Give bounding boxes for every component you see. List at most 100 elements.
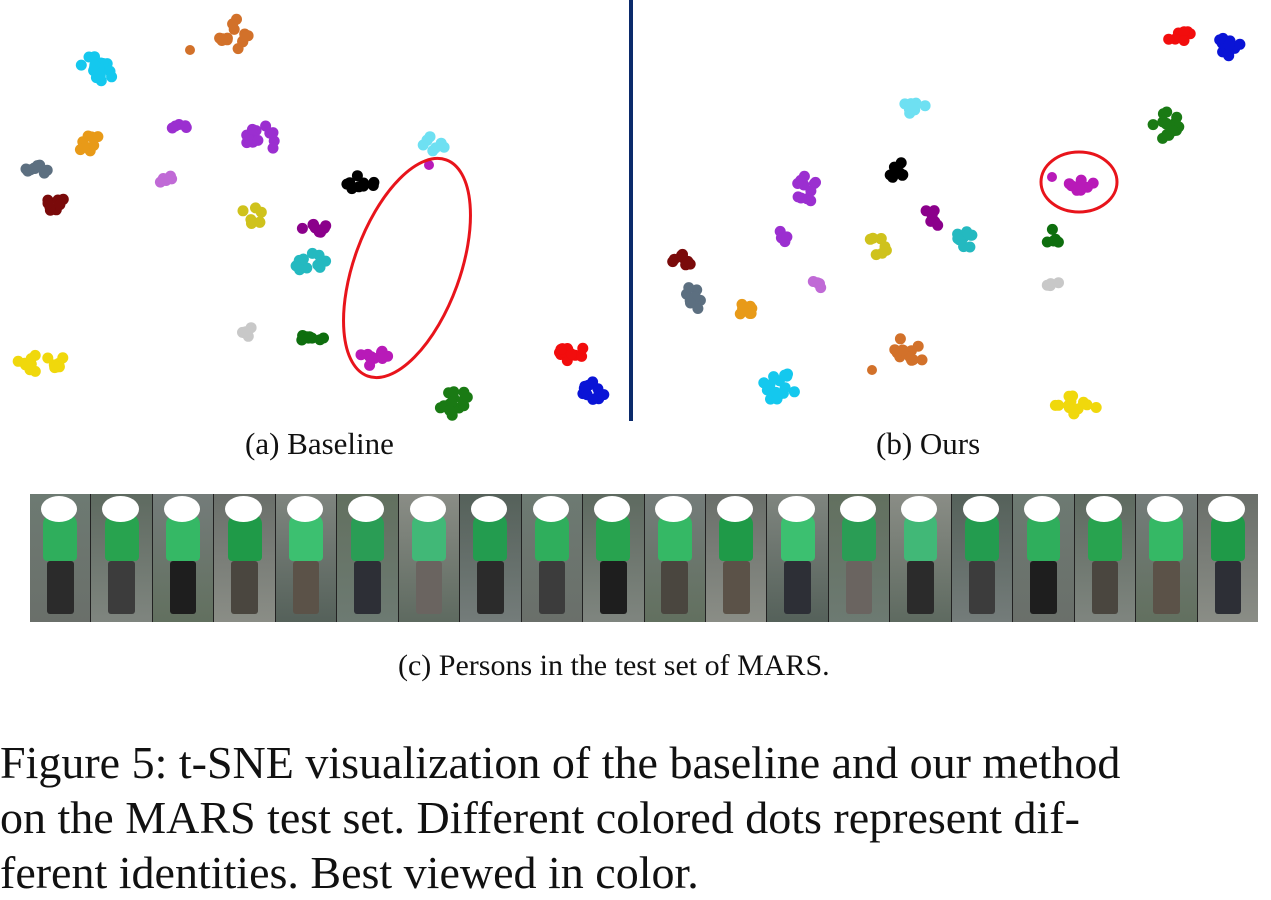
tsne-point: [421, 134, 433, 146]
tsne-point: [185, 45, 195, 55]
tsne-point: [57, 352, 69, 364]
face-mask: [778, 496, 815, 522]
tsne-point: [357, 180, 369, 192]
tsne-point: [1178, 26, 1190, 38]
tsne-point: [290, 260, 302, 272]
tsne-point: [367, 180, 379, 191]
tsne-point: [314, 334, 326, 346]
tsne-point: [315, 226, 327, 238]
tsne-point: [1161, 117, 1172, 129]
caption-baseline: (a) Baseline: [245, 426, 394, 461]
face-mask: [1024, 496, 1061, 522]
tsne-point: [814, 278, 825, 290]
tsne-point: [54, 199, 66, 211]
tsne-point: [895, 157, 907, 169]
person-thumbnail: [890, 494, 952, 622]
tsne-point: [38, 167, 50, 179]
baseline-clusters: [12, 13, 610, 421]
tsne-point: [867, 365, 877, 375]
figure-caption: Figure 5: t-SNE visualization of the bas…: [0, 735, 1271, 900]
tsne-point: [1167, 125, 1179, 137]
person-thumbnail: [1013, 494, 1075, 622]
tsne-point: [1049, 399, 1061, 411]
tsne-point: [53, 361, 65, 373]
tsne-point: [297, 253, 309, 265]
tsne-point: [260, 120, 272, 132]
tsne-point: [1163, 33, 1175, 45]
tsne-point: [682, 255, 694, 267]
tsne-point: [879, 241, 891, 253]
ours-clusters: [667, 26, 1246, 420]
tsne-point: [252, 134, 264, 146]
tsne-point: [104, 65, 116, 77]
face-mask: [1147, 496, 1184, 522]
face-mask: [40, 496, 78, 522]
tsne-point: [909, 101, 920, 113]
tsne-point: [25, 353, 37, 365]
tsne-point: [42, 197, 54, 209]
tsne-point: [781, 370, 793, 382]
tsne-point: [792, 178, 804, 189]
tsne-point: [781, 231, 793, 243]
tsne-point: [962, 229, 974, 241]
tsne-point: [598, 389, 610, 401]
tsne-point: [555, 343, 567, 355]
figure-caption-line: Figure 5: t-SNE visualization of the bas…: [0, 737, 1121, 788]
face-mask: [409, 496, 446, 522]
face-mask: [716, 496, 754, 522]
tsne-point: [267, 142, 279, 154]
face-mask: [962, 496, 999, 522]
person-thumbnail: [1074, 494, 1137, 622]
tsne-point: [768, 371, 780, 383]
tsne-point: [250, 202, 261, 214]
tsne-point: [667, 256, 679, 268]
tsne-point: [246, 218, 257, 229]
tsne-point: [312, 259, 324, 271]
tsne-point: [351, 170, 363, 182]
tsne-point: [867, 232, 879, 244]
person-thumbnail: [1197, 494, 1259, 622]
tsne-point: [916, 354, 928, 366]
tsne-point: [166, 122, 178, 134]
tsne-point: [587, 393, 599, 405]
tsne-point: [448, 386, 460, 398]
tsne-point: [75, 59, 87, 71]
tsne-point: [1075, 174, 1087, 186]
tsne-point: [227, 18, 239, 30]
tsne-point: [242, 30, 254, 42]
face-mask: [163, 496, 201, 522]
tsne-plots: [12, 0, 1246, 421]
person-thumbnail: [214, 494, 276, 622]
caption-persons: (c) Persons in the test set of MARS.: [398, 649, 830, 682]
tsne-point: [1048, 235, 1059, 247]
tsne-point: [296, 222, 308, 234]
figure-caption-line: ferent identities. Best viewed in color.: [0, 847, 699, 898]
tsne-point: [461, 391, 473, 403]
tsne-point: [1068, 408, 1080, 420]
tsne-point: [1047, 172, 1057, 182]
face-mask: [655, 496, 692, 522]
tsne-point: [86, 131, 97, 143]
tsne-point: [216, 35, 228, 46]
tsne-point: [1090, 402, 1102, 413]
tsne-point: [919, 100, 931, 112]
tsne-point: [1062, 400, 1074, 411]
tsne-point: [587, 376, 599, 388]
tsne-point: [1178, 35, 1190, 46]
tsne-point: [1063, 390, 1075, 402]
tsne-point: [576, 350, 588, 362]
tsne-point: [1147, 119, 1159, 131]
tsne-point: [683, 282, 695, 294]
tsne-point: [964, 241, 976, 253]
face-mask: [348, 496, 385, 522]
tsne-point: [1223, 39, 1235, 51]
tsne-point: [246, 123, 258, 135]
tsne-point: [438, 141, 450, 153]
person-thumbnail: [337, 494, 399, 622]
tsne-point: [954, 234, 965, 246]
face-mask: [225, 496, 262, 522]
person-thumbnail: [1136, 494, 1198, 622]
tsne-point: [932, 219, 944, 231]
face-mask: [1085, 496, 1122, 522]
tsne-point: [237, 205, 249, 217]
